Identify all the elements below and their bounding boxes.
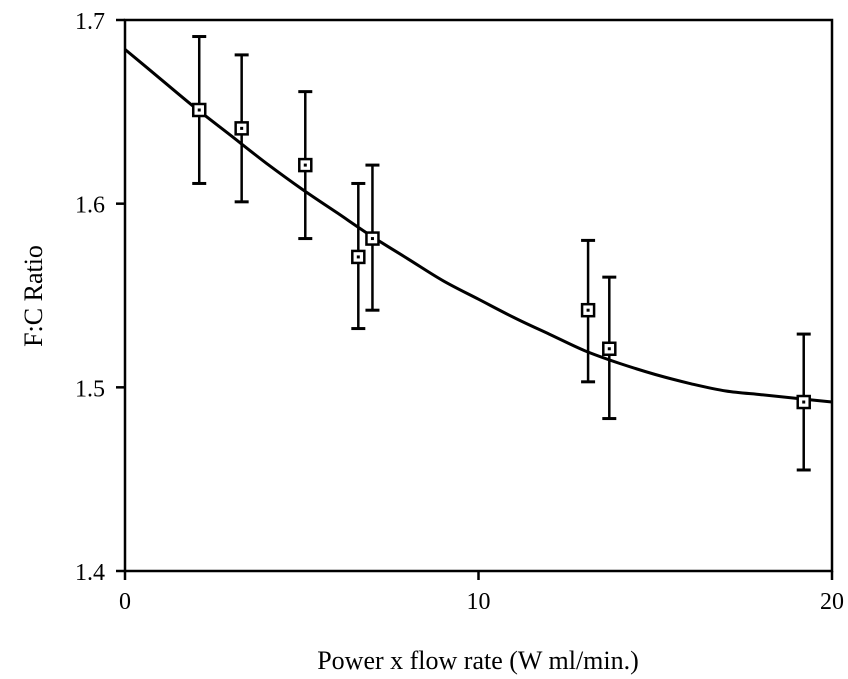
data-markers bbox=[193, 104, 809, 408]
fit-curve bbox=[125, 49, 832, 402]
data-point bbox=[366, 233, 378, 245]
data-point bbox=[798, 396, 810, 408]
data-point bbox=[603, 343, 615, 355]
y-axis-title: F:C Ratio bbox=[19, 245, 48, 347]
data-point bbox=[352, 251, 364, 263]
error-bars bbox=[192, 37, 810, 470]
y-axis-ticks: 1.4 1.5 1.6 1.7 bbox=[75, 9, 125, 586]
data-point bbox=[236, 122, 248, 134]
x-tick-label: 10 bbox=[467, 589, 491, 615]
y-tick-label: 1.6 bbox=[75, 193, 105, 219]
x-tick-label: 20 bbox=[820, 589, 844, 615]
data-point bbox=[193, 104, 205, 116]
x-axis-title: Power x flow rate (W ml/min.) bbox=[317, 646, 639, 675]
data-point bbox=[299, 159, 311, 171]
y-tick-label: 1.5 bbox=[75, 376, 105, 402]
y-tick-label: 1.4 bbox=[75, 560, 105, 586]
plot-frame bbox=[125, 20, 832, 571]
y-tick-label: 1.7 bbox=[75, 9, 105, 35]
data-point bbox=[582, 304, 594, 316]
x-tick-label: 0 bbox=[119, 589, 131, 615]
x-axis-ticks: 0 10 20 bbox=[119, 571, 844, 615]
